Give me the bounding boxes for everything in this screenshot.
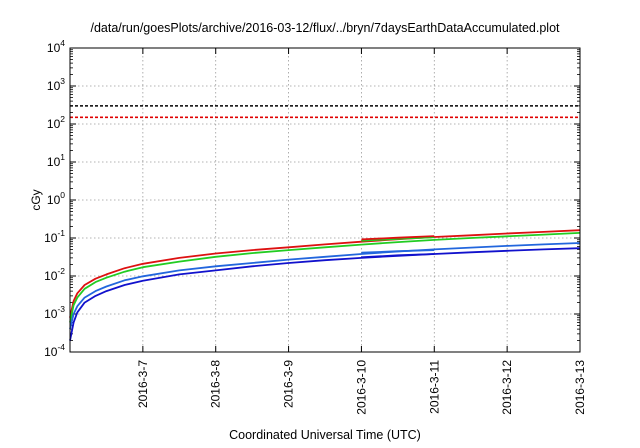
y-tick-label: 10-4 (44, 342, 65, 359)
y-tick-label: 102 (47, 114, 65, 131)
x-tick-label: 2016-3-7 (136, 360, 150, 408)
y-tick-label: 10-1 (44, 228, 65, 245)
y-tick-label: 101 (47, 152, 65, 169)
x-tick-label: 2016-3-8 (209, 360, 223, 408)
x-tick-label: 2016-3-11 (427, 360, 441, 414)
y-tick-label: 100 (47, 190, 65, 207)
series-line (69, 229, 581, 318)
series-line (361, 236, 435, 242)
series-line (361, 249, 435, 254)
y-tick-label: 103 (47, 76, 65, 93)
x-tick-label: 2016-3-13 (573, 360, 587, 415)
y-tick-label: 10-3 (44, 304, 65, 321)
series-line (361, 235, 435, 241)
x-axis-label: Coordinated Universal Time (UTC) (229, 428, 421, 442)
x-tick-label: 2016-3-10 (354, 360, 368, 415)
series-line (69, 242, 581, 330)
series-line (361, 253, 435, 259)
y-tick-label: 104 (47, 38, 65, 55)
y-axis-label: cGy (29, 189, 43, 210)
x-tick-label: 2016-3-9 (282, 360, 296, 408)
y-tick-label: 10-2 (44, 266, 65, 283)
x-tick-label: 2016-3-12 (500, 360, 514, 415)
series-line (69, 232, 581, 323)
series-line (69, 247, 581, 341)
chart-title: /data/run/goesPlots/archive/2016-03-12/f… (90, 21, 560, 35)
plot-frame (69, 47, 581, 353)
